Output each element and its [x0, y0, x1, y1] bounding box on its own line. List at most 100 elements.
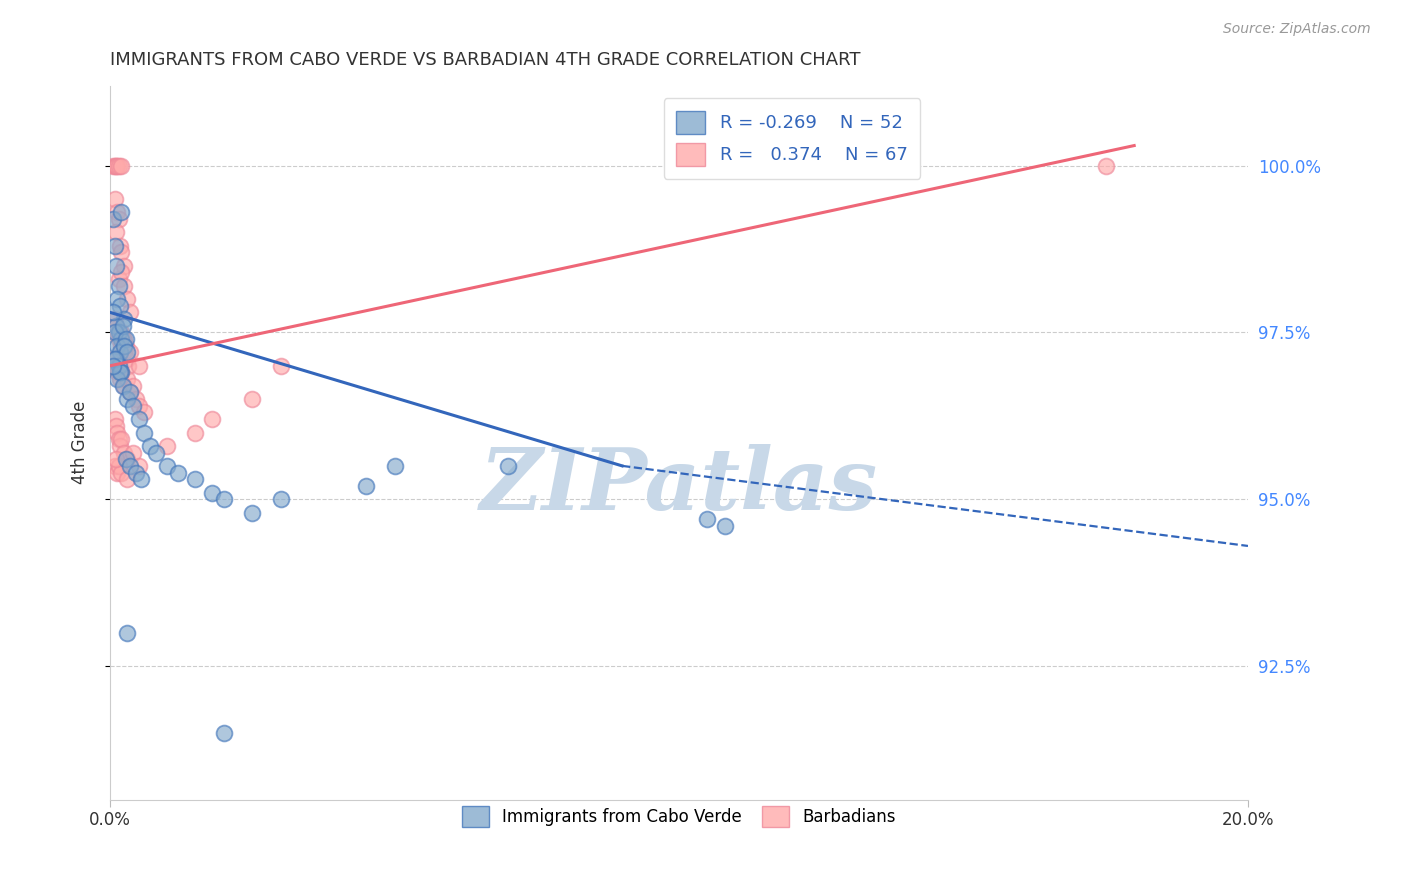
Point [104, 225, 127, 239]
Point [104, 318, 127, 333]
Point [115, 392, 138, 406]
Point [110, 238, 132, 252]
Point [105, 205, 128, 219]
Point [240, 506, 263, 520]
Point [105, 372, 128, 386]
Point [110, 366, 132, 380]
Point [110, 339, 132, 353]
Point [105, 326, 128, 340]
Point [104, 326, 127, 340]
Point [104, 352, 127, 367]
Point [118, 385, 141, 400]
Point [156, 439, 179, 453]
Point [104, 352, 127, 367]
Point [128, 359, 150, 373]
Point [111, 318, 134, 333]
Point [110, 326, 132, 340]
Point [124, 392, 146, 406]
Point [110, 332, 132, 346]
Point [112, 345, 135, 359]
Legend: Immigrants from Cabo Verde, Barbadians: Immigrants from Cabo Verde, Barbadians [456, 799, 903, 834]
Point [110, 439, 132, 453]
Point [696, 512, 718, 526]
Point [107, 359, 129, 373]
Point [498, 458, 520, 473]
Point [101, 359, 124, 373]
Point [112, 339, 135, 353]
Point [105, 339, 128, 353]
Point [104, 458, 127, 473]
Point [104, 452, 127, 467]
Point [212, 492, 235, 507]
Point [111, 332, 134, 346]
Point [112, 259, 135, 273]
Point [110, 466, 132, 480]
Point [115, 352, 138, 367]
Point [115, 332, 138, 346]
Y-axis label: 4th Grade: 4th Grade [72, 401, 89, 484]
Point [107, 278, 129, 293]
Point [118, 458, 141, 473]
Text: Source: ZipAtlas.com: Source: ZipAtlas.com [1223, 22, 1371, 37]
Point [104, 359, 127, 373]
Point [713, 519, 735, 533]
Point [112, 379, 135, 393]
Point [184, 425, 207, 440]
Point [105, 292, 128, 306]
Point [111, 379, 134, 393]
Point [118, 345, 141, 359]
Point [104, 352, 127, 367]
Point [110, 205, 132, 219]
Point [354, 479, 377, 493]
Point [134, 405, 156, 419]
Point [115, 452, 138, 467]
Point [104, 418, 127, 433]
Point [101, 159, 124, 173]
Point [201, 485, 224, 500]
Point [107, 458, 129, 473]
Text: IMMIGRANTS FROM CABO VERDE VS BARBADIAN 4TH GRADE CORRELATION CHART: IMMIGRANTS FROM CABO VERDE VS BARBADIAN … [110, 51, 860, 69]
Point [115, 345, 138, 359]
Point [105, 366, 128, 380]
Point [118, 305, 141, 319]
Point [121, 399, 143, 413]
Point [104, 192, 127, 206]
Point [1094, 159, 1116, 173]
Point [270, 359, 292, 373]
Point [270, 492, 292, 507]
Point [112, 312, 135, 326]
Point [104, 159, 127, 173]
Point [110, 366, 132, 380]
Point [240, 392, 263, 406]
Point [121, 445, 143, 459]
Point [134, 425, 156, 440]
Point [105, 425, 128, 440]
Point [101, 211, 124, 226]
Point [110, 366, 132, 380]
Point [212, 726, 235, 740]
Point [101, 305, 124, 319]
Point [128, 399, 150, 413]
Point [110, 345, 132, 359]
Point [107, 432, 129, 446]
Point [121, 379, 143, 393]
Point [107, 159, 129, 173]
Point [112, 445, 135, 459]
Point [115, 452, 138, 467]
Point [115, 372, 138, 386]
Point [139, 439, 162, 453]
Point [104, 318, 127, 333]
Point [104, 159, 127, 173]
Point [124, 466, 146, 480]
Point [107, 272, 129, 286]
Point [107, 326, 129, 340]
Point [110, 372, 132, 386]
Point [115, 472, 138, 486]
Point [131, 472, 153, 486]
Point [384, 458, 406, 473]
Point [110, 432, 132, 446]
Point [112, 332, 135, 346]
Point [110, 245, 132, 260]
Point [167, 466, 190, 480]
Point [201, 412, 224, 426]
